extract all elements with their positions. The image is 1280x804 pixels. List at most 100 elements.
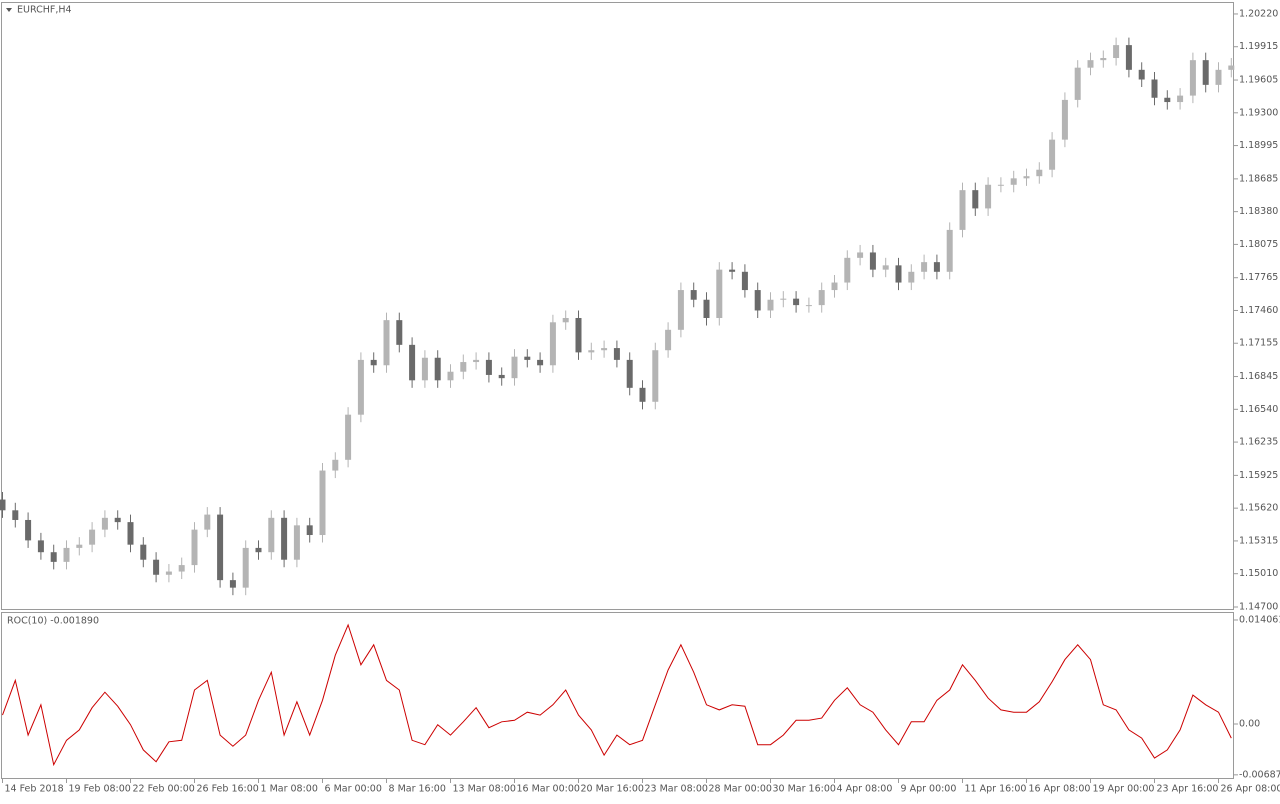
candle-body [652,350,658,402]
candle-body [1190,60,1196,95]
y-tick-label: 1.16235 [1239,437,1278,448]
candle-body [563,318,569,322]
candle-body [345,415,351,460]
candle-body [422,358,428,381]
candle-body [409,345,415,380]
candle-body [665,330,671,350]
y-tick-label: 1.18995 [1239,140,1278,151]
candle-body [1126,45,1132,70]
candle-body [691,290,697,300]
candle-body [76,545,82,548]
candle-body [755,290,761,310]
candle-body [51,552,57,562]
candle-body [1011,178,1017,184]
y-tick-label: 0.014061 [1239,614,1280,625]
candle-body [985,185,991,209]
candle-body [25,520,31,540]
candle-body [307,525,313,535]
candle-body [1062,100,1068,140]
x-tick-label: 9 Apr 00:00 [901,784,957,795]
candle-body [614,348,620,360]
candle-body [1075,68,1081,100]
candle-body [512,357,518,378]
candle-body [1152,79,1158,97]
candle-body [179,565,185,571]
y-tick-label: 1.19300 [1239,107,1278,118]
candle-body [192,530,198,565]
x-tick-label: 8 Mar 16:00 [389,784,446,795]
y-tick-label: 1.16540 [1239,404,1278,415]
candle-body [243,548,249,588]
y-tick-label: 0.00 [1239,718,1260,729]
candle-body [550,322,556,365]
candle-body [1036,170,1042,176]
y-tick-label: 1.15925 [1239,470,1278,481]
x-tick-label: 28 Mar 00:00 [709,784,772,795]
candle-body [294,525,300,559]
y-tick-label: 1.15620 [1239,503,1278,514]
candle-body [166,572,172,575]
x-tick-label: 22 Feb 00:00 [133,784,195,795]
x-tick-label: 19 Apr 00:00 [1093,784,1155,795]
candle-body [38,540,44,552]
y-tick-label: 1.15315 [1239,535,1278,546]
x-tick-label: 26 Apr 08:00 [1221,784,1280,795]
candle-body [256,548,262,552]
candle-body [1228,66,1234,70]
candle-body [128,522,134,545]
candle-body [716,270,722,318]
candle-body [806,305,812,306]
x-tick-label: 14 Feb 2018 [5,784,64,795]
candle-body [217,515,223,581]
candle-body [0,500,6,511]
candle-body [1203,60,1209,85]
candle-body [883,265,889,269]
candle-body [12,510,18,520]
x-tick-label: 11 Apr 16:00 [965,784,1027,795]
candle-body [576,318,582,352]
x-tick-label: 23 Apr 16:00 [1157,784,1219,795]
indicator-title: ROC(10) -0.001890 [7,616,99,627]
candle-body [435,358,441,381]
candle-body [371,360,377,365]
candle-body [832,283,838,291]
candle-body [998,185,1004,186]
candle-body [960,190,966,230]
candle-body [140,545,146,560]
x-tick-label: 16 Apr 08:00 [1029,784,1091,795]
candle-body [870,252,876,269]
candle-body [640,388,646,402]
chart-title: EURCHF,H4 [17,5,72,16]
candle-body [268,518,274,552]
candle-body [537,360,543,365]
y-tick-label: 1.14700 [1239,601,1278,612]
candle-body [921,262,927,272]
candle-body [1024,176,1030,178]
candle-body [448,372,454,381]
candle-body [678,290,684,330]
x-tick-label: 19 Feb 08:00 [69,784,131,795]
candle-body [857,252,863,257]
candle-body [64,548,70,562]
x-tick-label: 30 Mar 16:00 [773,784,836,795]
candle-body [524,357,530,360]
y-tick-label: -0.006872 [1239,769,1280,780]
candle-body [153,560,159,575]
candle-body [588,350,594,352]
y-tick-label: 1.20220 [1239,8,1278,19]
x-tick-label: 6 Mar 00:00 [325,784,382,795]
y-tick-label: 1.17460 [1239,305,1278,316]
candle-body [896,265,902,282]
candle-body [729,270,735,272]
candle-body [499,375,505,378]
candle-body [1113,45,1119,58]
x-tick-label: 4 Apr 08:00 [837,784,893,795]
candle-body [281,518,287,560]
candle-body [601,348,607,350]
y-tick-label: 1.18685 [1239,173,1278,184]
x-tick-label: 13 Mar 08:00 [453,784,516,795]
candle-body [332,460,338,471]
candle-body [473,360,479,362]
candle-body [230,580,236,588]
